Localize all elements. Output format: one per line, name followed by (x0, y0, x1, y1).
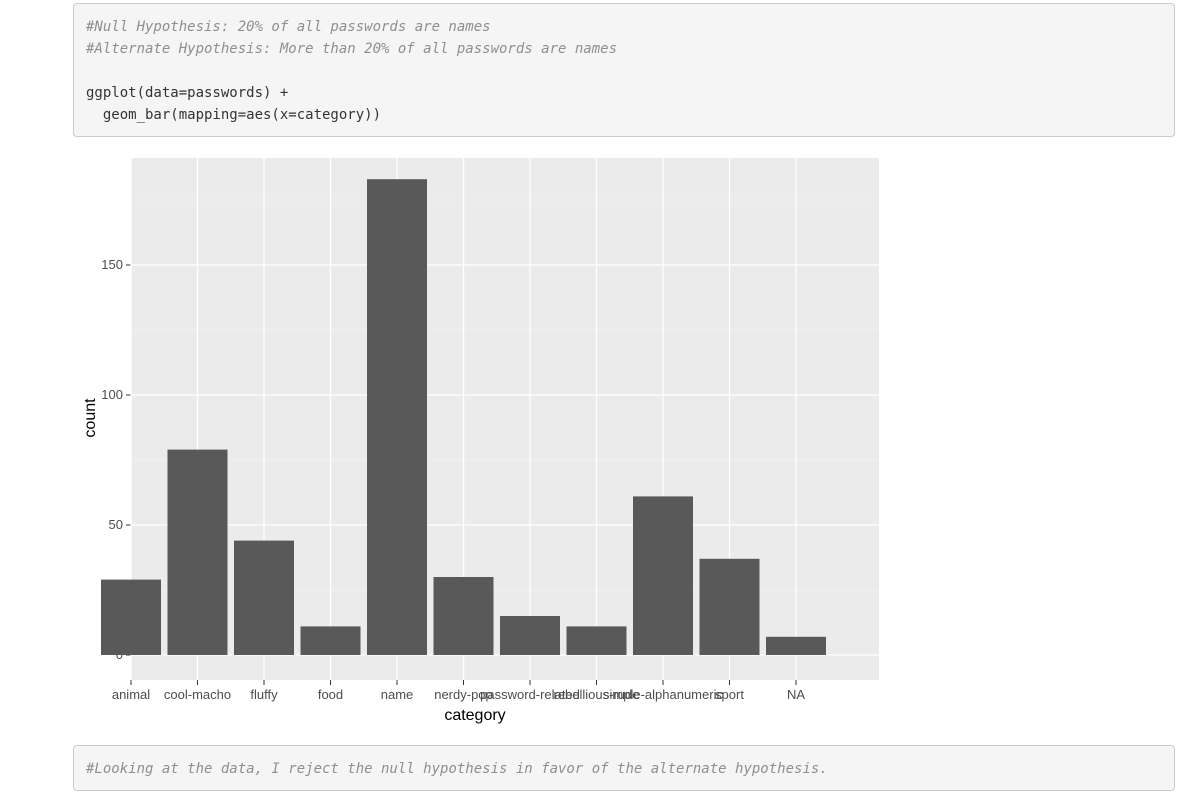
bar (566, 626, 627, 655)
x-tick-label: food (318, 687, 343, 702)
bar (500, 616, 560, 655)
bar (234, 540, 294, 655)
x-tick-label: rebellious-rude (554, 687, 640, 702)
code-comment-line: #Alternate Hypothesis: More than 20% of … (86, 41, 618, 57)
code-comment-line: #Looking at the data, I reject the null … (86, 761, 828, 777)
code-line (86, 60, 1162, 82)
code-block-hypotheses: #Null Hypothesis: 20% of all passwords a… (73, 3, 1175, 137)
x-tick-label: name (381, 687, 414, 702)
x-tick-label: animal (112, 687, 150, 702)
code-block-conclusion: #Looking at the data, I reject the null … (73, 745, 1175, 791)
x-axis-title: category (444, 707, 505, 724)
x-tick-label: nerdy-pop (434, 687, 493, 702)
bar (101, 579, 161, 655)
y-tick-label: 150 (101, 257, 123, 272)
x-tick-label: cool-macho (164, 687, 231, 702)
x-tick-label: fluffy (250, 687, 278, 702)
bar (633, 496, 693, 655)
x-tick-label: NA (787, 687, 805, 702)
bar (167, 449, 228, 655)
bar (433, 577, 494, 655)
x-tick-label: sport (715, 687, 744, 702)
y-axis-title: count (82, 398, 99, 438)
bar (699, 558, 760, 655)
y-tick-label: 100 (101, 387, 123, 402)
bar-chart: 050100150animalcool-machofluffyfoodnamen… (82, 158, 879, 724)
y-tick-label: 50 (109, 517, 123, 532)
code-line: ggplot(data=passwords) + (86, 85, 289, 101)
bar (300, 626, 361, 655)
code-line: geom_bar(mapping=aes(x=category)) (86, 107, 382, 123)
code-comment-line: #Null Hypothesis: 20% of all passwords a… (86, 19, 491, 35)
x-tick-label: password-related (480, 687, 580, 702)
bar (367, 179, 427, 655)
x-tick-label: simple-alphanumeric (603, 687, 723, 702)
bar (766, 636, 826, 655)
